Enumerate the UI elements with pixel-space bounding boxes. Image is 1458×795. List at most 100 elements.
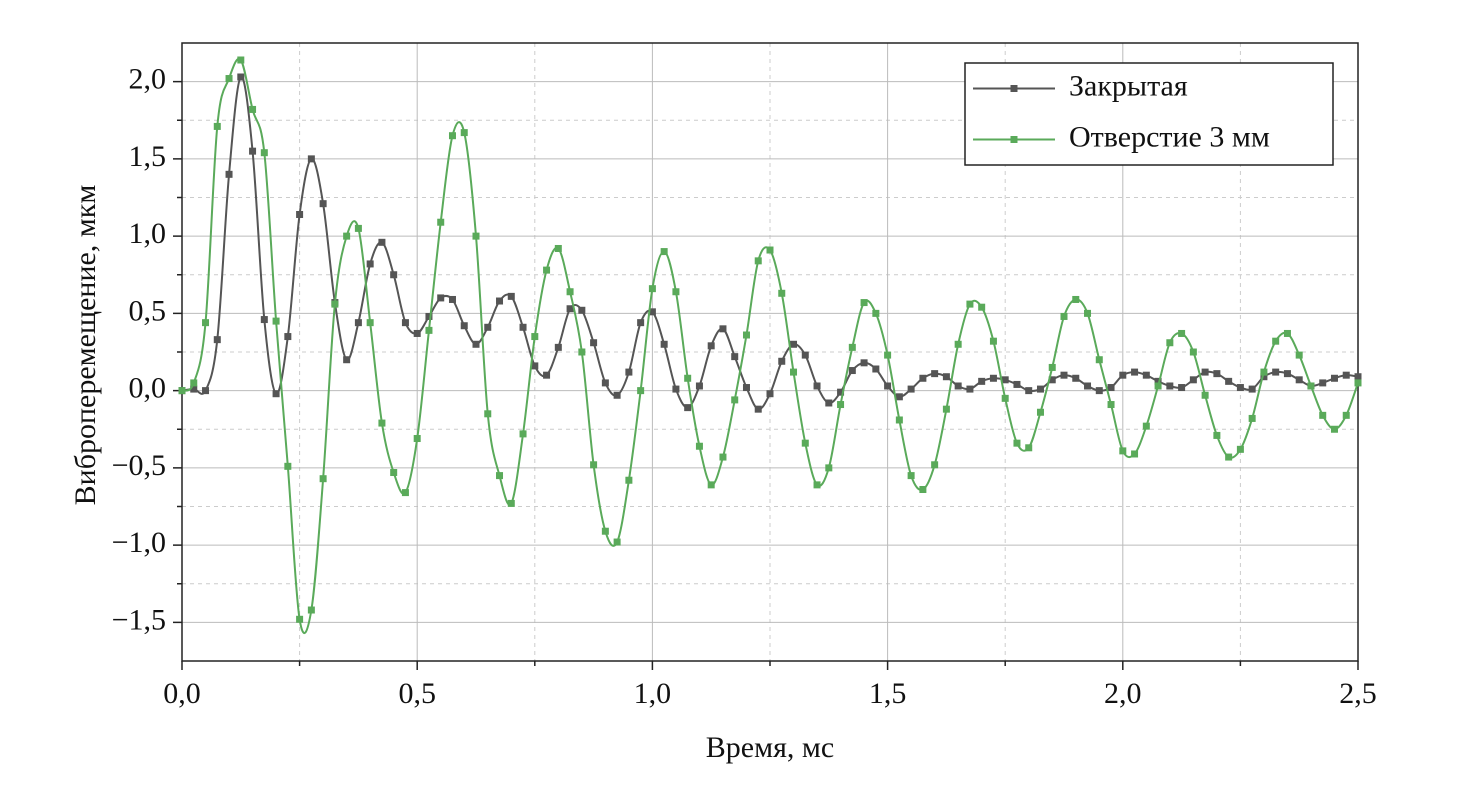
point-marker	[531, 362, 539, 370]
point-marker	[625, 476, 633, 484]
point-marker	[319, 200, 327, 208]
point-marker	[684, 374, 692, 382]
point-marker	[613, 538, 621, 546]
x-axis-label: Время, мс	[706, 731, 834, 764]
point-marker	[1084, 382, 1092, 390]
legend-box	[964, 62, 1334, 166]
point-marker	[931, 461, 939, 469]
x-tick-label: 0,5	[398, 677, 436, 710]
point-marker	[1072, 295, 1080, 303]
point-marker	[190, 385, 198, 393]
y-axis-label: Виброперемещение, мкм	[69, 185, 102, 506]
point-marker	[566, 288, 574, 296]
point-marker	[401, 319, 409, 327]
point-marker	[672, 288, 680, 296]
legend-marker	[1010, 136, 1018, 143]
point-marker	[378, 419, 386, 427]
point-marker	[825, 464, 833, 472]
point-marker	[895, 393, 903, 401]
point-marker	[1013, 380, 1021, 388]
point-marker	[413, 329, 421, 337]
point-marker	[1095, 356, 1103, 364]
point-marker	[1354, 379, 1362, 387]
point-marker	[237, 73, 245, 81]
point-marker	[1001, 376, 1009, 384]
point-marker	[1060, 371, 1068, 379]
point-marker	[496, 472, 504, 480]
point-marker	[1178, 329, 1186, 337]
point-marker	[1225, 377, 1233, 385]
point-marker	[272, 317, 280, 325]
point-marker	[766, 246, 774, 254]
point-marker	[684, 404, 692, 412]
point-marker	[978, 377, 986, 385]
point-marker	[425, 326, 433, 334]
point-marker	[719, 453, 727, 461]
point-marker	[1154, 382, 1162, 390]
point-marker	[954, 340, 962, 348]
point-marker	[754, 257, 762, 265]
point-marker	[731, 353, 739, 361]
point-marker	[1189, 348, 1197, 356]
point-marker	[1142, 422, 1150, 430]
point-marker	[919, 486, 927, 494]
point-marker	[813, 481, 821, 489]
point-marker	[1201, 391, 1209, 399]
point-marker	[872, 365, 880, 373]
legend-label: Закрытая	[1069, 69, 1188, 102]
point-marker	[1307, 382, 1315, 390]
point-marker	[695, 382, 703, 390]
point-marker	[448, 132, 456, 140]
point-marker	[1142, 371, 1150, 379]
point-marker	[1036, 385, 1044, 393]
point-marker	[1166, 382, 1174, 390]
point-marker	[825, 399, 833, 407]
point-marker	[249, 105, 257, 113]
point-marker	[1260, 368, 1268, 376]
point-marker	[401, 489, 409, 497]
point-marker	[1295, 376, 1303, 384]
point-marker	[1001, 394, 1009, 402]
point-marker	[778, 357, 786, 365]
point-marker	[272, 390, 280, 398]
point-marker	[966, 385, 974, 393]
point-marker	[1330, 374, 1338, 382]
y-tick-label: −1,0	[112, 526, 166, 559]
point-marker	[707, 481, 715, 489]
point-marker	[307, 606, 315, 614]
point-marker	[813, 382, 821, 390]
point-marker	[837, 401, 845, 409]
point-marker	[437, 218, 445, 226]
y-tick-label: 0,5	[129, 294, 167, 327]
point-marker	[754, 405, 762, 413]
point-marker	[296, 210, 304, 218]
point-marker	[848, 367, 856, 375]
point-marker	[660, 248, 668, 256]
x-tick-label: 1,0	[634, 677, 672, 710]
point-marker	[319, 475, 327, 483]
point-marker	[225, 75, 233, 83]
point-marker	[554, 244, 562, 252]
point-marker	[543, 371, 551, 379]
x-tick-label: 2,5	[1339, 677, 1377, 710]
point-marker	[354, 319, 362, 327]
point-marker	[672, 385, 680, 393]
point-marker	[989, 374, 997, 382]
point-marker	[437, 294, 445, 302]
x-tick-label: 2,0	[1104, 677, 1142, 710]
point-marker	[507, 292, 515, 300]
point-marker	[695, 442, 703, 450]
y-tick-label: −0,5	[112, 449, 166, 482]
point-marker	[1213, 431, 1221, 439]
point-marker	[390, 469, 398, 477]
y-tick-label: 0,0	[129, 372, 167, 405]
point-marker	[660, 340, 668, 348]
point-marker	[1131, 368, 1139, 376]
point-marker	[543, 266, 551, 274]
point-marker	[978, 303, 986, 311]
point-marker	[931, 370, 939, 378]
point-marker	[872, 309, 880, 317]
plot-frame	[181, 42, 1359, 662]
point-marker	[790, 340, 798, 348]
point-marker	[895, 416, 903, 424]
